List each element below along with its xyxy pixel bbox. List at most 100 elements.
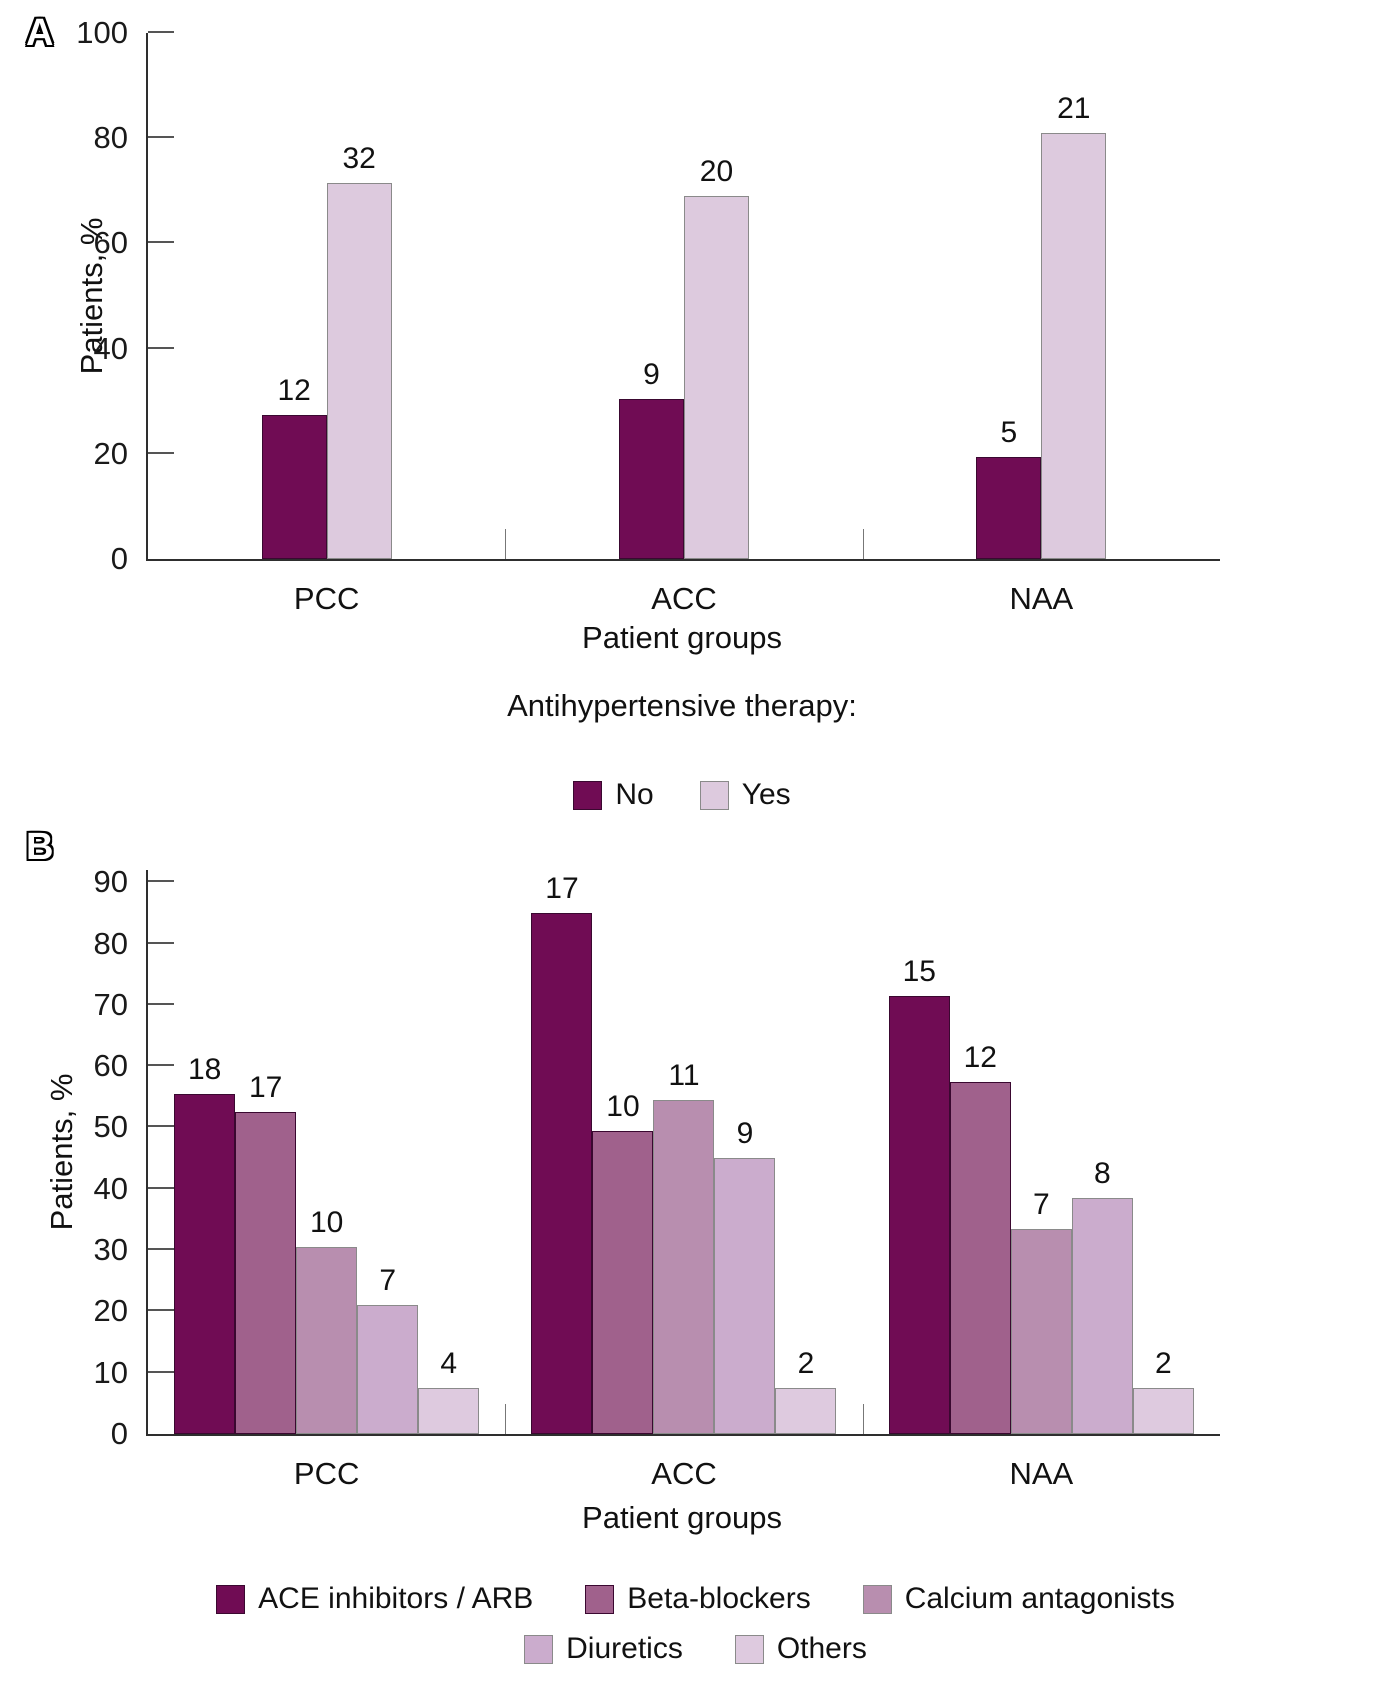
legend-swatch-no xyxy=(573,780,603,810)
barwrap-naa-yes: 21 xyxy=(1041,33,1107,559)
bar-value-acc-calcium-antagonists: 11 xyxy=(668,1058,700,1092)
x-category-label-acc: ACC xyxy=(651,1456,717,1491)
bar-group-acc: 17 10 11 9 2 xyxy=(505,870,862,1434)
barwrap-naa-no: 5 xyxy=(976,33,1042,559)
barwrap-pcc-no: 12 xyxy=(261,33,327,559)
x-category-label-pcc: PCC xyxy=(293,1456,360,1491)
bar-value-pcc-no: 12 xyxy=(277,374,311,408)
bar-pcc-ace-inhibitors-arb xyxy=(174,1093,236,1434)
bar-naa-no xyxy=(976,457,1042,559)
bar-naa-diuretics xyxy=(1071,1197,1133,1434)
y-tick-label-20: 20 xyxy=(93,435,128,471)
x-category-label-naa: NAA xyxy=(1009,1456,1074,1491)
y-tick-label-40: 40 xyxy=(93,1170,128,1206)
barwrap-naa-ace-inhibitors-arb: 15 xyxy=(888,870,950,1434)
bar-value-naa-beta-blockers: 12 xyxy=(963,1040,997,1074)
panel-b-legend: ACE inhibitors / ARB Beta-blockers Calcium… xyxy=(0,1582,1391,1666)
panel-a-letter: A xyxy=(26,12,54,54)
y-tick-100 xyxy=(148,31,174,33)
barwrap-acc-ace-inhibitors-arb: 17 xyxy=(531,870,593,1434)
bar-pcc-others xyxy=(418,1388,480,1434)
bar-group-naa: 5 21 xyxy=(863,33,1220,559)
legend-item-yes: Yes xyxy=(699,778,791,812)
bar-group-pcc: 12 32 xyxy=(148,33,505,559)
legend-row-1: ACE inhibitors / ARB Beta-blockers Calcium… xyxy=(216,1582,1175,1616)
barwrap-pcc-diuretics: 7 xyxy=(357,870,419,1434)
legend-label-ace-inhibitors-arb: ACE inhibitors / ARB xyxy=(258,1582,534,1615)
legend-label-calcium-antagonists: Calcium antagonists xyxy=(904,1582,1175,1615)
bar-acc-no xyxy=(618,398,684,559)
bar-value-acc-ace-inhibitors-arb: 17 xyxy=(545,871,579,905)
legend-swatch-beta-blockers xyxy=(585,1584,615,1614)
bar-value-acc-beta-blockers: 10 xyxy=(606,1089,640,1123)
x-axis-group-separator-1 xyxy=(505,1404,507,1434)
legend-item-calcium-antagonists: Calcium antagonists xyxy=(862,1582,1175,1616)
legend-label-others: Others xyxy=(776,1632,867,1665)
legend-item-others: Others xyxy=(734,1632,867,1666)
bar-group-acc: 9 20 xyxy=(505,33,862,559)
y-tick-10 xyxy=(148,1370,174,1373)
panel-b-letter: B xyxy=(26,826,54,868)
bar-value-acc-others: 2 xyxy=(797,1347,815,1381)
y-tick-40 xyxy=(148,1186,174,1189)
y-tick-label-30: 30 xyxy=(93,1232,128,1268)
y-tick-60 xyxy=(148,1064,174,1067)
bar-group-pcc: 18 17 10 7 4 xyxy=(148,870,505,1434)
bar-acc-calcium-antagonists xyxy=(653,1099,715,1434)
barwrap-acc-beta-blockers: 10 xyxy=(592,870,654,1434)
bar-pcc-no xyxy=(261,415,327,559)
bar-pcc-beta-blockers xyxy=(235,1112,297,1434)
barwrap-pcc-others: 4 xyxy=(418,870,480,1434)
panel-b-x-axis-title: Patient groups xyxy=(582,1500,782,1535)
y-tick-label-70: 70 xyxy=(93,986,128,1022)
legend-swatch-others xyxy=(734,1634,764,1664)
x-category-label-acc: ACC xyxy=(651,581,717,616)
panel-a-legend-title: Antihypertensive therapy: xyxy=(507,688,857,723)
bar-acc-beta-blockers xyxy=(592,1130,654,1434)
x-axis-group-separator-2 xyxy=(862,1404,864,1434)
bar-value-pcc-calcium-antagonists: 10 xyxy=(309,1206,344,1240)
y-tick-label-10: 10 xyxy=(93,1354,128,1390)
bar-value-pcc-yes: 32 xyxy=(342,141,376,175)
legend-row-2: Diuretics Others xyxy=(524,1632,867,1666)
panel-a-legend: No Yes xyxy=(146,778,1218,812)
bar-value-naa-no: 5 xyxy=(1000,416,1018,450)
legend-swatch-diuretics xyxy=(524,1634,554,1664)
bar-value-acc-no: 9 xyxy=(643,357,660,391)
x-axis-group-separator-2 xyxy=(862,529,864,559)
bar-value-pcc-diuretics: 7 xyxy=(379,1264,396,1298)
y-tick-70 xyxy=(148,1002,174,1005)
bar-value-pcc-beta-blockers: 17 xyxy=(248,1071,283,1105)
legend-label-beta-blockers: Beta-blockers xyxy=(627,1582,811,1615)
legend-label-no: No xyxy=(615,778,654,811)
bar-pcc-calcium-antagonists xyxy=(296,1247,358,1434)
barwrap-pcc-calcium-antagonists: 10 xyxy=(296,870,358,1434)
barwrap-acc-calcium-antagonists: 11 xyxy=(653,870,715,1434)
y-tick-90 xyxy=(148,880,174,883)
bar-value-naa-ace-inhibitors-arb: 15 xyxy=(902,954,936,988)
panel-a-plot-area: 0 20 40 60 80 100 12 32 PCC 9 20 ACC 5 21 NAA xyxy=(76,16,1220,616)
bar-pcc-diuretics xyxy=(357,1305,419,1434)
legend-label-diuretics: Diuretics xyxy=(566,1632,683,1665)
y-tick-80 xyxy=(148,136,174,139)
barwrap-naa-beta-blockers: 12 xyxy=(949,870,1011,1434)
y-tick-50 xyxy=(148,1125,174,1128)
panel-b-plot-area: 0 10 20 30 40 50 60 70 80 90 18 17 10 7 4 PCC 17 10 11 9 2 AC… xyxy=(94,865,1220,1491)
legend-item-beta-blockers: Beta-blockers xyxy=(585,1582,811,1616)
bar-acc-others xyxy=(775,1388,837,1434)
bar-value-naa-diuretics: 8 xyxy=(1093,1156,1111,1190)
x-axis-group-separator-1 xyxy=(505,529,507,559)
barwrap-acc-no: 9 xyxy=(618,33,684,559)
y-tick-80 xyxy=(148,941,174,944)
bar-naa-beta-blockers xyxy=(949,1081,1011,1434)
barwrap-acc-yes: 20 xyxy=(683,33,749,559)
legend-label-yes: Yes xyxy=(741,778,791,811)
y-tick-label-20: 20 xyxy=(93,1293,128,1329)
bar-acc-diuretics xyxy=(714,1158,776,1434)
bar-value-naa-yes: 21 xyxy=(1057,91,1091,125)
y-tick-40 xyxy=(148,346,174,349)
bar-value-pcc-ace-inhibitors-arb: 18 xyxy=(187,1052,222,1086)
y-tick-label-90: 90 xyxy=(93,864,128,900)
barwrap-naa-calcium-antagonists: 7 xyxy=(1010,870,1072,1434)
